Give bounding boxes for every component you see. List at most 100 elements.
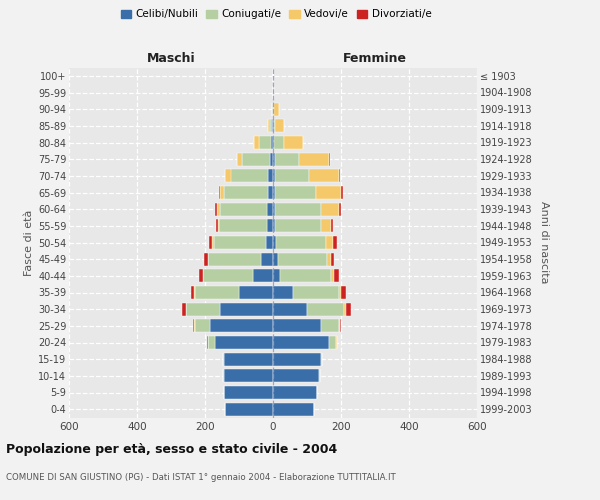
Bar [272,102,273,116]
Bar [273,220,275,232]
Bar [203,270,253,282]
Bar [273,402,314,415]
Bar [194,286,195,299]
Bar [275,186,316,199]
Bar [199,270,203,282]
Bar [216,220,218,232]
Y-axis label: Anni di nascita: Anni di nascita [539,201,549,283]
Bar [275,220,320,232]
Bar [275,120,284,132]
Bar [340,320,341,332]
Bar [194,320,195,332]
Bar [273,320,320,332]
Bar [273,302,307,316]
Bar [224,186,268,199]
Bar [207,336,208,349]
Bar [273,120,274,132]
Bar [224,386,273,399]
Bar [326,236,332,249]
Bar [273,270,280,282]
Bar [220,302,273,316]
Bar [320,352,322,366]
Bar [273,370,319,382]
Bar [274,120,275,132]
Bar [215,336,273,349]
Bar [273,236,277,249]
Bar [329,152,330,166]
Bar [273,252,278,266]
Bar [273,86,274,99]
Bar [273,202,275,215]
Bar [238,152,242,166]
Bar [336,336,337,349]
Bar [203,252,208,266]
Text: Popolazione per età, sesso e stato civile - 2004: Popolazione per età, sesso e stato civil… [6,442,337,456]
Bar [273,352,320,366]
Bar [331,252,334,266]
Bar [215,202,217,215]
Bar [274,136,284,149]
Bar [208,336,215,349]
Bar [274,102,279,116]
Bar [273,136,274,149]
Bar [218,220,219,232]
Bar [220,202,267,215]
Bar [269,120,272,132]
Bar [253,270,273,282]
Bar [273,102,274,116]
Bar [331,270,334,282]
Bar [275,152,299,166]
Bar [272,120,273,132]
Bar [185,302,187,316]
Bar [269,152,273,166]
Bar [319,370,320,382]
Bar [187,302,220,316]
Bar [226,402,273,415]
Text: COMUNE DI SAN GIUSTINO (PG) - Dati ISTAT 1° gennaio 2004 - Elaborazione TUTTITAL: COMUNE DI SAN GIUSTINO (PG) - Dati ISTAT… [6,472,396,482]
Bar [209,236,212,249]
Bar [182,302,185,316]
Bar [271,136,273,149]
Bar [226,170,230,182]
Bar [242,152,269,166]
Bar [273,286,293,299]
Bar [329,336,336,349]
Bar [332,236,337,249]
Bar [273,186,275,199]
Bar [224,370,273,382]
Bar [344,302,346,316]
Bar [208,252,261,266]
Bar [214,236,266,249]
Bar [212,236,214,249]
Bar [320,202,340,215]
Bar [280,270,331,282]
Bar [195,286,239,299]
Legend: Celibi/Nubili, Coniugati/e, Vedovi/e, Divorziati/e: Celibi/Nubili, Coniugati/e, Vedovi/e, Di… [116,5,436,24]
Bar [230,170,268,182]
Bar [225,170,226,182]
Bar [309,170,340,182]
Bar [341,186,343,199]
Bar [223,370,224,382]
Bar [219,220,267,232]
Bar [218,186,220,199]
Bar [302,136,303,149]
Bar [220,186,224,199]
Bar [261,252,273,266]
Bar [320,320,340,332]
Bar [340,286,341,299]
Bar [320,220,331,232]
Bar [236,152,238,166]
Bar [267,202,273,215]
Bar [334,270,338,282]
Bar [193,320,194,332]
Bar [273,170,275,182]
Bar [273,152,275,166]
Bar [284,136,302,149]
Bar [346,302,351,316]
Bar [217,202,220,215]
Bar [191,286,194,299]
Bar [268,170,273,182]
Y-axis label: Fasce di età: Fasce di età [23,210,34,276]
Bar [275,170,309,182]
